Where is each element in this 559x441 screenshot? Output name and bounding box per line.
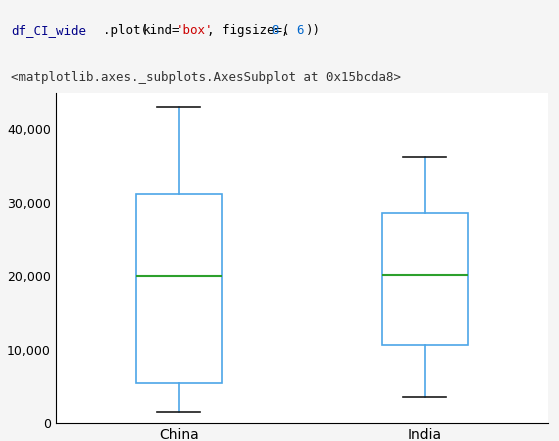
Text: <matplotlib.axes._subplots.AxesSubplot at 0x15bcda8>: <matplotlib.axes._subplots.AxesSubplot a… (11, 71, 401, 84)
Bar (382, 213, 468, 345)
Text: 'box': 'box' (176, 24, 214, 37)
Bar (136, 194, 222, 383)
Text: kind=: kind= (143, 24, 180, 37)
Text: )): )) (306, 24, 321, 37)
Text: ,: , (281, 24, 296, 37)
Text: , figsize=(: , figsize=( (207, 24, 290, 37)
Text: .plot(: .plot( (103, 24, 149, 37)
Text: df_CI_wide: df_CI_wide (11, 24, 86, 37)
Text: 8: 8 (271, 24, 278, 37)
Text: 6: 6 (296, 24, 304, 37)
